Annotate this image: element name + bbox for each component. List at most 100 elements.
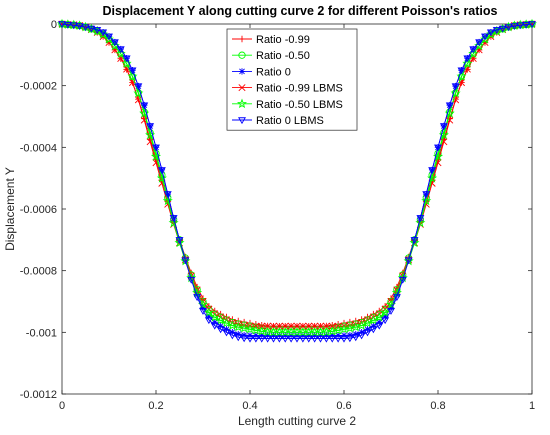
y-tick-label: -0.0004 — [20, 142, 57, 154]
data-point — [346, 331, 354, 339]
legend-box — [226, 28, 358, 131]
data-point — [140, 102, 149, 110]
data-point — [109, 40, 120, 51]
data-point — [264, 332, 271, 339]
data-point — [251, 335, 260, 343]
data-point — [316, 335, 325, 343]
data-point — [128, 79, 137, 87]
x-tick-label: 0.4 — [242, 400, 257, 412]
legend-label: Ratio -0.99 — [256, 34, 310, 46]
data-point — [492, 27, 501, 34]
chart-title: Displacement Y along cutting curve 2 for… — [103, 4, 498, 18]
data-point — [329, 332, 336, 339]
data-point — [257, 335, 266, 343]
data-point — [152, 144, 160, 152]
x-tick-label: 1 — [529, 400, 535, 412]
data-point — [269, 322, 278, 330]
series-line — [61, 23, 533, 333]
data-point — [233, 321, 244, 332]
data-point — [370, 322, 377, 330]
data-point — [305, 332, 312, 339]
data-point — [256, 326, 267, 336]
data-point — [87, 25, 96, 33]
data-point — [311, 322, 319, 330]
data-point — [356, 320, 367, 330]
data-point — [510, 23, 519, 30]
x-tick-label: 0 — [59, 400, 65, 412]
data-point — [217, 322, 224, 330]
data-point — [127, 71, 138, 81]
data-point — [322, 335, 331, 343]
data-point — [334, 335, 343, 343]
data-point — [322, 322, 330, 330]
data-point — [222, 329, 231, 337]
data-point — [293, 322, 301, 330]
data-point — [368, 315, 379, 325]
legend-item: Ratio 0 — [232, 66, 291, 78]
y-tick-label: -0.001 — [26, 327, 57, 339]
data-point — [275, 335, 284, 343]
data-point — [175, 237, 184, 244]
data-point — [415, 217, 426, 228]
data-point — [450, 87, 461, 98]
data-point — [357, 332, 366, 340]
data-point — [363, 329, 372, 337]
data-point — [215, 315, 226, 325]
x-axis-label: Length cutting curve 2 — [238, 414, 356, 428]
data-point — [246, 332, 254, 339]
data-point — [416, 215, 425, 222]
data-point — [227, 320, 238, 330]
data-point — [63, 21, 72, 29]
data-point — [328, 335, 337, 343]
data-point — [456, 71, 467, 81]
data-point — [340, 335, 348, 343]
data-point — [162, 195, 173, 206]
data-point — [121, 58, 132, 68]
data-point — [103, 34, 115, 44]
data-point — [240, 335, 249, 343]
data-point — [479, 34, 491, 44]
data-point — [287, 332, 295, 339]
data-point — [410, 237, 419, 244]
data-point — [374, 312, 385, 322]
legend-marker — [236, 98, 248, 109]
legend-label: Ratio -0.50 LBMS — [256, 99, 343, 111]
data-point — [134, 83, 143, 91]
data-point — [145, 129, 156, 140]
data-point — [504, 24, 513, 32]
data-point — [205, 313, 213, 320]
data-point — [244, 323, 256, 334]
data-point — [269, 335, 278, 343]
data-point — [234, 334, 243, 342]
data-point — [434, 144, 442, 152]
data-point — [444, 108, 455, 118]
data-point — [81, 24, 90, 32]
data-point — [481, 33, 489, 41]
data-point — [351, 334, 360, 342]
y-tick-label: -0.0008 — [20, 266, 57, 278]
data-point — [221, 317, 232, 328]
data-point — [58, 21, 66, 29]
data-point — [150, 151, 162, 161]
legend: Ratio -0.99 Ratio -0.50 Ratio 0 Ratio -0.99… — [226, 28, 358, 131]
data-point — [299, 332, 307, 339]
data-point — [69, 22, 78, 30]
data-point — [156, 173, 167, 183]
data-point — [404, 257, 413, 265]
x-tick-label: 0.6 — [336, 400, 351, 412]
data-point — [445, 102, 454, 110]
data-point — [235, 330, 242, 338]
series-5 — [58, 21, 536, 343]
data-point — [340, 332, 348, 339]
data-point — [99, 29, 108, 37]
data-point — [75, 23, 84, 30]
data-point — [281, 322, 289, 330]
data-point — [199, 308, 207, 315]
data-point — [463, 55, 472, 63]
data-point — [252, 332, 260, 339]
data-point — [298, 335, 307, 343]
legend-marker — [238, 68, 246, 75]
data-point — [203, 307, 214, 317]
series-layer — [56, 18, 538, 343]
data-point — [469, 46, 478, 54]
